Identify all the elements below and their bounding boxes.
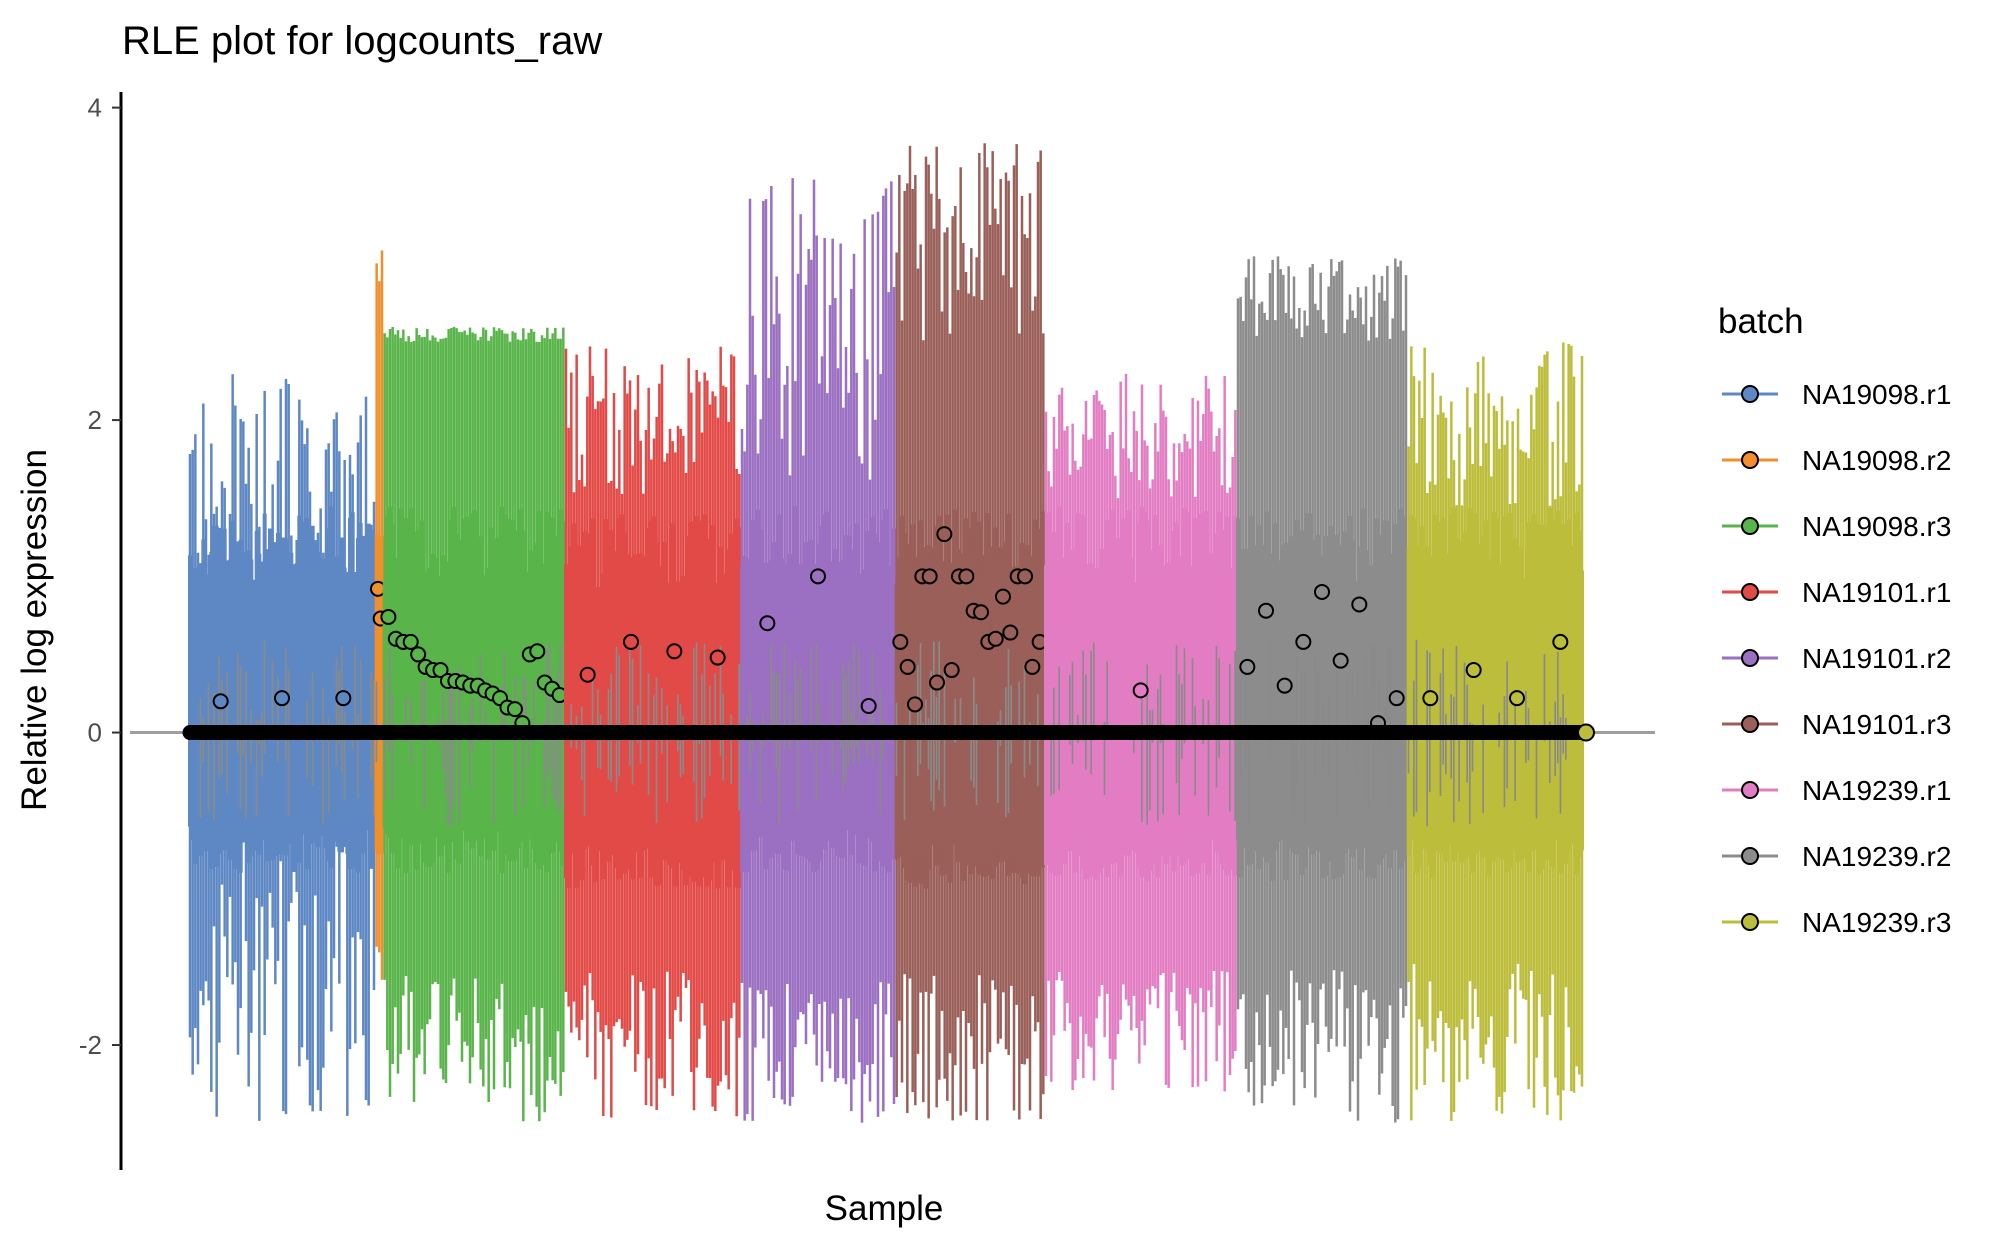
legend-item: NA19098.r1 (1722, 379, 1951, 410)
outlier-point (274, 690, 290, 707)
legend-label: NA19239.r3 (1802, 907, 1951, 938)
outlier-point (623, 633, 639, 650)
outlier-point (529, 643, 546, 660)
legend-marker (1741, 913, 1759, 931)
legend-item: NA19101.r1 (1722, 577, 1951, 608)
legend-item: NA19098.r2 (1722, 445, 1951, 476)
outlier-point (666, 643, 683, 660)
series-NA19098.r1 (188, 374, 376, 1121)
outlier-point (860, 697, 877, 714)
outlier-point (432, 662, 449, 679)
outlier-point (506, 701, 523, 718)
legend-label: NA19098.r2 (1802, 445, 1951, 476)
legend-item: NA19101.r3 (1722, 709, 1951, 740)
series-NA19101.r3 (892, 143, 1048, 1121)
median-points (182, 723, 1595, 742)
legend-marker (1741, 781, 1759, 799)
chart-title: RLE plot for logcounts_raw (122, 19, 602, 63)
legend-item: NA19239.r3 (1722, 907, 1951, 938)
outlier-point (892, 633, 909, 650)
outlier-point (380, 608, 397, 625)
series-NA19101.r2 (740, 178, 896, 1123)
outlier-point (1295, 633, 1312, 650)
legend-marker (1741, 583, 1759, 601)
outlier-point (987, 630, 1004, 647)
legend: batch NA19098.r1 NA19098.r2 NA19098.r3 NA19… (1718, 302, 1951, 938)
outlier-point (1509, 690, 1525, 707)
series-NA19239.r3 (1406, 342, 1584, 1121)
y-axis: -2 0 2 4 (79, 92, 123, 1170)
legend-label: NA19239.r1 (1802, 775, 1951, 806)
outlier-point (212, 693, 229, 710)
outlier-point (1351, 596, 1368, 613)
outlier-point (907, 696, 923, 713)
outlier-point (973, 604, 989, 621)
outlier-point (1239, 658, 1256, 675)
legend-marker (1741, 385, 1759, 403)
outlier-point (1002, 624, 1019, 641)
outlier-point (1388, 690, 1405, 707)
outlier-point (1024, 658, 1041, 675)
outlier-point (936, 526, 953, 543)
legend-marker (1741, 649, 1759, 667)
outlier-point (995, 588, 1011, 605)
legend-label: NA19098.r1 (1802, 379, 1951, 410)
legend-marker (1741, 715, 1759, 733)
legend-item: NA19239.r2 (1722, 841, 1951, 872)
outlier-point (958, 568, 975, 585)
legend-label: NA19098.r3 (1802, 511, 1951, 542)
legend-item: NA19098.r3 (1722, 511, 1951, 542)
outlier-point (1552, 633, 1569, 650)
outlier-point (410, 646, 427, 663)
outlier-point (1276, 677, 1293, 694)
outlier-point (1017, 568, 1033, 585)
x-axis-title: Sample (825, 1189, 944, 1228)
outlier-point (335, 690, 352, 707)
plot-area (130, 143, 1655, 1123)
y-tick-label: 4 (88, 93, 102, 123)
outlier-point (1465, 662, 1482, 679)
legend-label: NA19239.r2 (1802, 841, 1951, 872)
outlier-point (402, 633, 419, 650)
outlier-point (899, 658, 916, 675)
series-NA19101.r1 (564, 346, 742, 1118)
series-NA19098.r3 (380, 326, 568, 1122)
median-point (1577, 723, 1595, 742)
outlier-point (929, 674, 945, 691)
legend-marker (1741, 517, 1759, 535)
outlier-point (921, 568, 938, 585)
y-tick-label: 0 (88, 718, 102, 748)
outlier-point (1332, 652, 1349, 669)
outlier-point (1314, 583, 1330, 600)
outlier-point (1422, 690, 1439, 707)
legend-label: NA19101.r3 (1802, 709, 1951, 740)
outlier-point (943, 662, 960, 679)
y-axis-title: Relative log expression (15, 449, 54, 811)
outlier-point (709, 649, 726, 666)
outlier-point (1258, 602, 1274, 619)
legend-item: NA19239.r1 (1722, 775, 1951, 806)
outlier-point (759, 615, 776, 632)
series-NA19239.r2 (1236, 256, 1408, 1123)
y-tick-label: 2 (88, 405, 102, 435)
legend-label: NA19101.r1 (1802, 577, 1951, 608)
outlier-point (579, 666, 596, 683)
legend-marker (1741, 451, 1759, 469)
outlier-point (810, 568, 826, 585)
y-tick-label: -2 (79, 1030, 102, 1060)
legend-item: NA19101.r2 (1722, 643, 1951, 674)
legend-title: batch (1718, 302, 1804, 341)
outlier-point (1132, 682, 1149, 699)
legend-label: NA19101.r2 (1802, 643, 1951, 674)
legend-marker (1741, 847, 1759, 865)
